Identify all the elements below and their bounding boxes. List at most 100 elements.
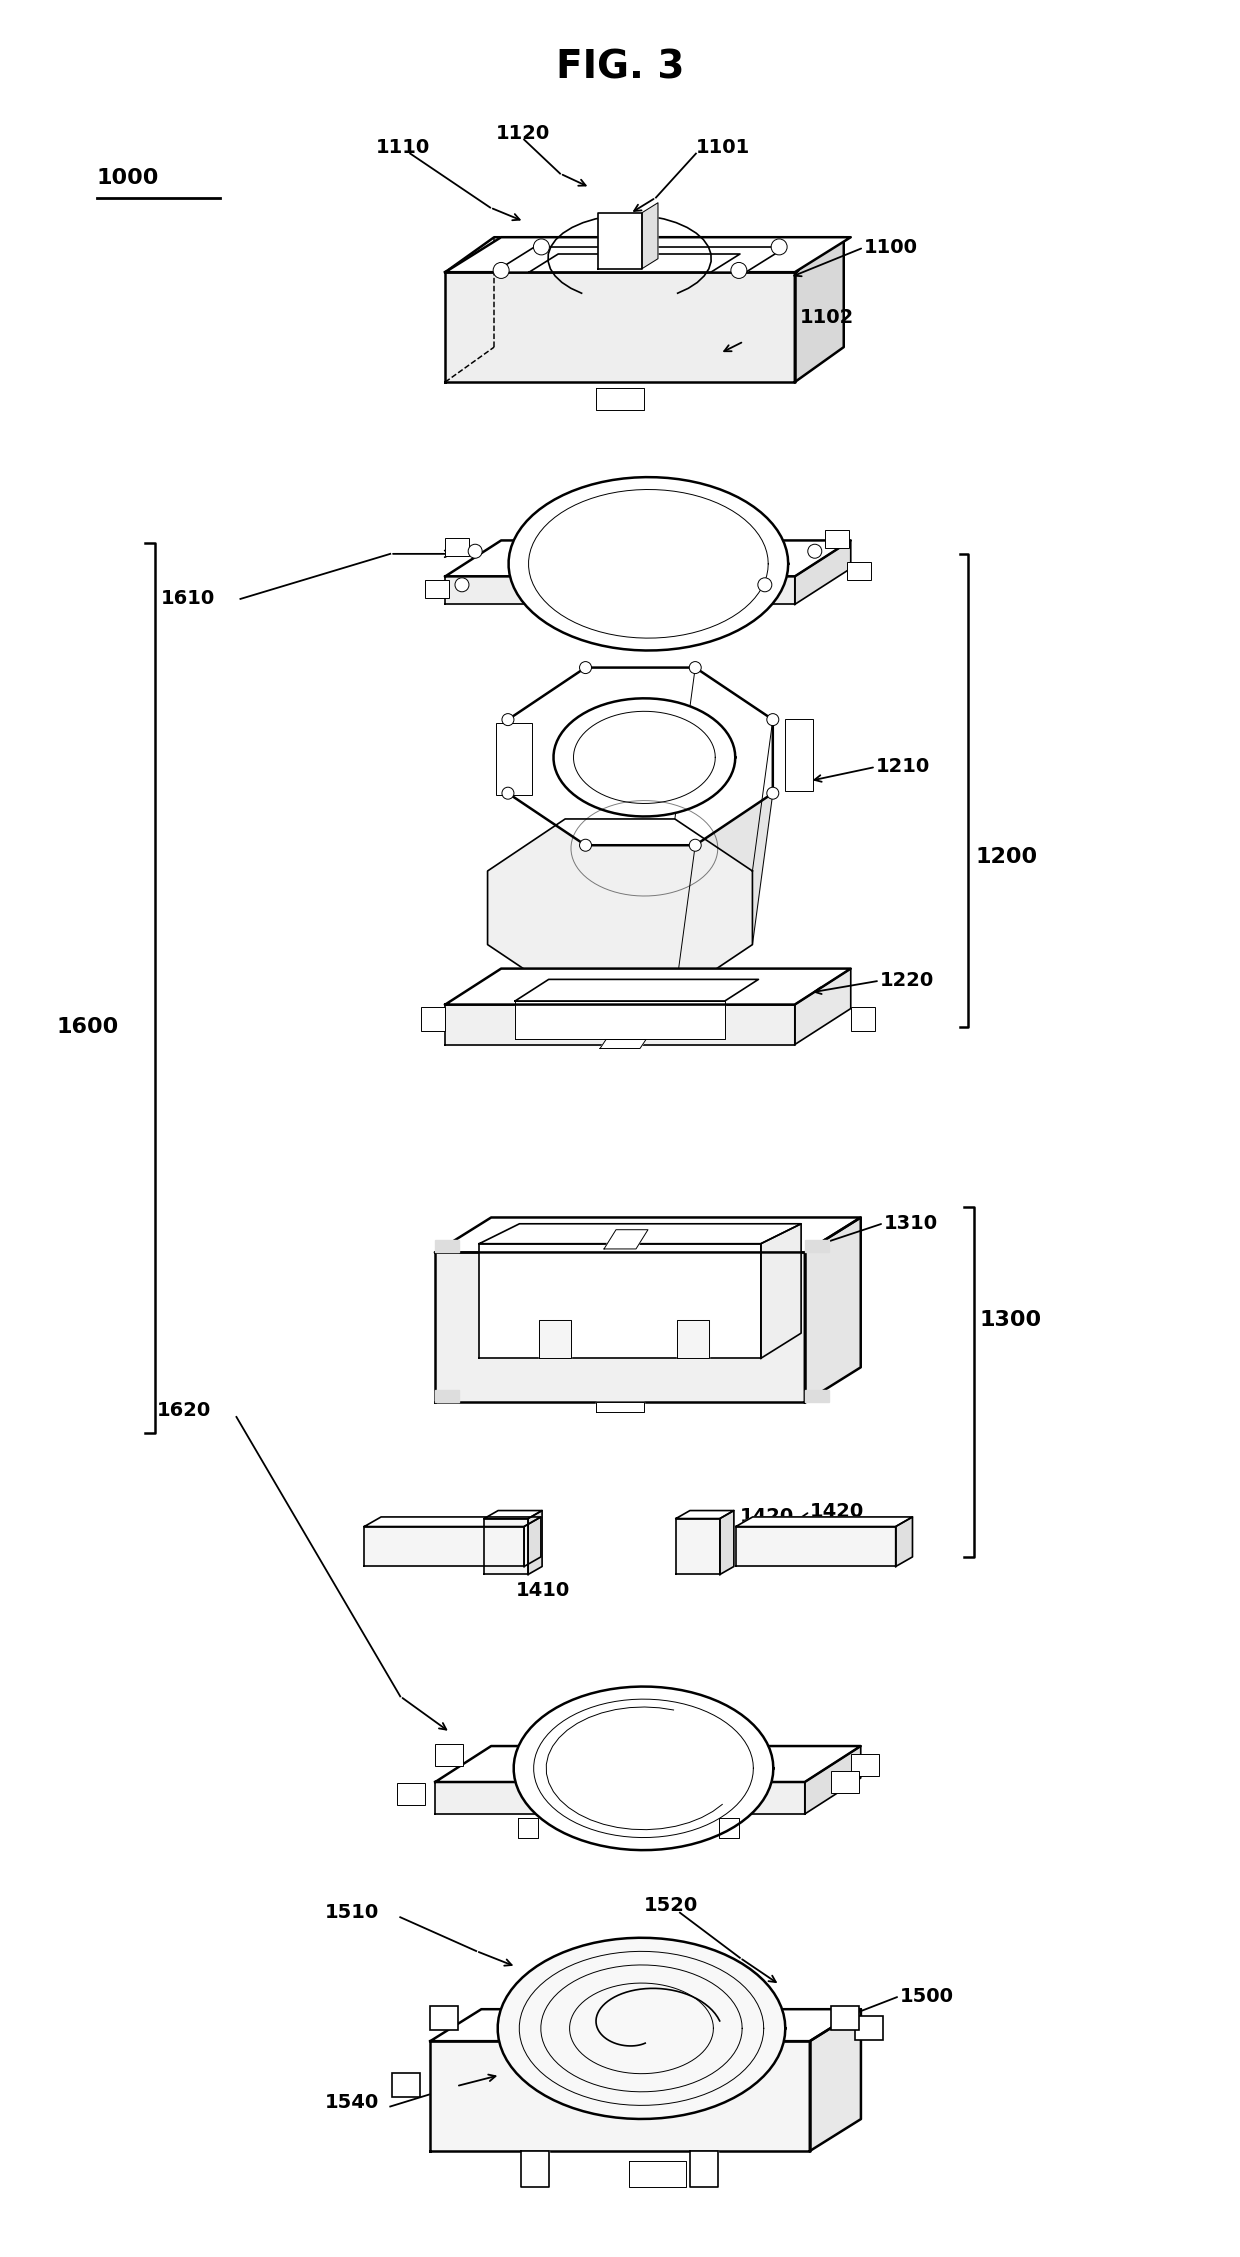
Polygon shape — [435, 1783, 805, 1815]
Text: 1310: 1310 — [884, 1214, 937, 1232]
Bar — [831, 2006, 859, 2029]
Bar — [831, 1772, 859, 1792]
Polygon shape — [761, 1223, 801, 1359]
Text: 1102: 1102 — [800, 307, 854, 327]
Bar — [422, 1007, 445, 1031]
Circle shape — [807, 544, 822, 557]
Bar — [851, 1007, 874, 1031]
Polygon shape — [753, 720, 773, 946]
Text: 1610: 1610 — [160, 589, 215, 609]
Circle shape — [494, 262, 510, 278]
Polygon shape — [735, 1517, 913, 1526]
Circle shape — [766, 713, 779, 724]
Text: 1000: 1000 — [97, 167, 159, 187]
Text: 1300: 1300 — [980, 1309, 1042, 1329]
Polygon shape — [805, 1217, 861, 1402]
Circle shape — [766, 788, 779, 799]
Polygon shape — [553, 697, 735, 817]
Polygon shape — [435, 1217, 861, 1253]
Polygon shape — [805, 1747, 861, 1815]
Bar — [825, 530, 848, 548]
Polygon shape — [484, 1510, 542, 1519]
Polygon shape — [365, 1517, 541, 1526]
Polygon shape — [795, 237, 843, 381]
Polygon shape — [445, 968, 851, 1004]
Polygon shape — [435, 1747, 861, 1783]
Circle shape — [533, 239, 549, 255]
Text: 1101: 1101 — [696, 138, 750, 158]
Text: 1620: 1620 — [156, 1402, 211, 1420]
Bar — [785, 720, 812, 792]
Text: 1410: 1410 — [516, 1580, 570, 1600]
Polygon shape — [598, 212, 642, 269]
Polygon shape — [508, 476, 789, 650]
Bar — [392, 2074, 420, 2097]
Polygon shape — [515, 980, 759, 1000]
Circle shape — [469, 544, 482, 557]
Bar — [851, 1754, 879, 1776]
Polygon shape — [805, 1390, 828, 1402]
Polygon shape — [487, 819, 753, 998]
Text: 1420: 1420 — [810, 1503, 864, 1521]
Polygon shape — [528, 1510, 542, 1575]
Text: 1420: 1420 — [740, 1508, 794, 1526]
Text: 1520: 1520 — [644, 1896, 698, 1916]
Polygon shape — [719, 1817, 739, 1837]
Text: 1600: 1600 — [57, 1018, 119, 1038]
Bar — [435, 1745, 464, 1767]
Polygon shape — [596, 1402, 644, 1413]
Polygon shape — [445, 273, 795, 381]
Polygon shape — [735, 1526, 895, 1566]
Polygon shape — [810, 2009, 861, 2151]
Polygon shape — [513, 1686, 774, 1851]
Polygon shape — [515, 1000, 725, 1038]
Polygon shape — [430, 2040, 810, 2151]
Bar — [847, 562, 870, 580]
Polygon shape — [445, 237, 851, 273]
Circle shape — [689, 840, 702, 851]
Polygon shape — [795, 539, 851, 605]
Text: 1220: 1220 — [879, 971, 934, 991]
Polygon shape — [521, 2151, 548, 2187]
Polygon shape — [497, 1939, 785, 2119]
Text: FIG. 3: FIG. 3 — [556, 50, 684, 86]
Polygon shape — [430, 2009, 861, 2040]
Polygon shape — [720, 1510, 734, 1575]
Text: 1500: 1500 — [900, 1986, 954, 2006]
Bar — [854, 2016, 883, 2040]
Polygon shape — [445, 539, 851, 576]
Polygon shape — [565, 668, 696, 819]
Polygon shape — [479, 1223, 801, 1244]
Circle shape — [730, 262, 746, 278]
Bar — [397, 1783, 425, 1806]
Polygon shape — [677, 1320, 709, 1359]
Text: 1110: 1110 — [376, 138, 430, 158]
Polygon shape — [691, 2151, 718, 2187]
Text: 1540: 1540 — [325, 2092, 378, 2113]
Circle shape — [758, 578, 771, 591]
Polygon shape — [435, 1253, 805, 1402]
Polygon shape — [675, 668, 773, 871]
Polygon shape — [435, 1241, 459, 1253]
Polygon shape — [479, 1244, 761, 1359]
Polygon shape — [630, 2160, 687, 2187]
Polygon shape — [365, 1526, 525, 1566]
Bar — [425, 580, 449, 598]
Polygon shape — [600, 1040, 646, 1050]
Polygon shape — [435, 1390, 459, 1402]
Polygon shape — [676, 1510, 734, 1519]
Text: 1510: 1510 — [325, 1903, 378, 1923]
Text: 1530: 1530 — [624, 2099, 678, 2119]
Polygon shape — [495, 246, 786, 273]
Polygon shape — [445, 1004, 795, 1045]
Polygon shape — [642, 203, 658, 269]
Polygon shape — [805, 1241, 828, 1253]
Text: 1120: 1120 — [496, 124, 551, 142]
Circle shape — [502, 788, 513, 799]
Circle shape — [689, 661, 702, 673]
Polygon shape — [604, 1230, 649, 1248]
Bar — [430, 2006, 459, 2029]
Circle shape — [455, 578, 469, 591]
Polygon shape — [529, 255, 740, 273]
Text: 1200: 1200 — [976, 846, 1038, 867]
